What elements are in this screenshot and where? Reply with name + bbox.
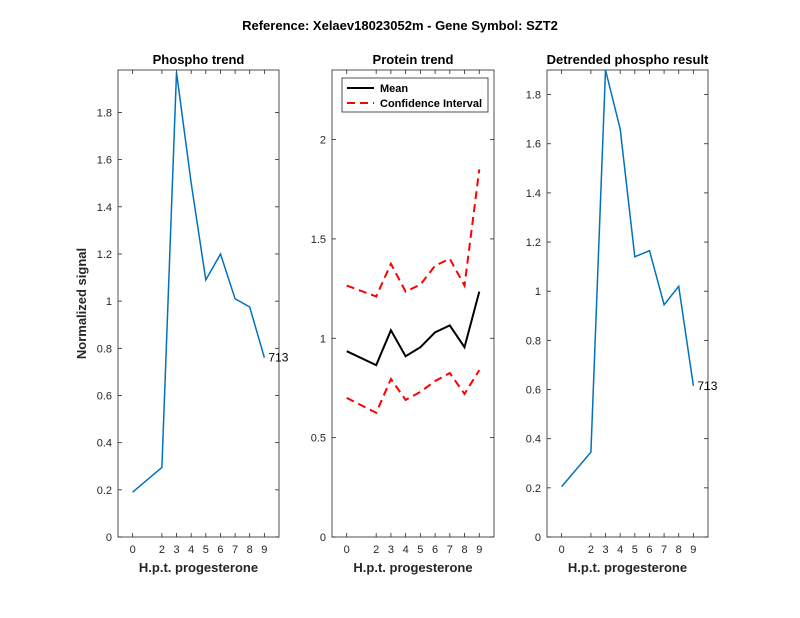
- y-tick-label: 1.8: [97, 107, 112, 119]
- y-tick-label: 1.4: [97, 202, 112, 214]
- figure-title: Reference: Xelaev18023052m - Gene Symbol…: [242, 18, 558, 33]
- y-tick-label: 0.8: [526, 335, 541, 347]
- x-tick-label: 2: [159, 544, 165, 556]
- x-tick-label: 6: [217, 544, 223, 556]
- y-tick-label: 0.6: [97, 390, 112, 402]
- x-tick-label: 0: [559, 544, 565, 556]
- chart-title: Detrended phospho result: [547, 52, 709, 67]
- axes-box: [117, 69, 280, 538]
- y-tick-label: 0.5: [311, 433, 326, 445]
- y-tick-label: 1.2: [97, 249, 112, 261]
- y-tick-label: 1: [320, 333, 326, 345]
- y-tick-label: 0.4: [97, 438, 112, 450]
- y-tick-label: 0: [320, 532, 326, 544]
- x-tick-label: 5: [417, 544, 423, 556]
- x-tick-label: 0: [130, 544, 136, 556]
- chart-title: Protein trend: [373, 52, 454, 67]
- x-tick-label: 7: [232, 544, 238, 556]
- x-tick-label: 2: [373, 544, 379, 556]
- x-tick-label: 5: [632, 544, 638, 556]
- x-tick-label: 8: [247, 544, 253, 556]
- x-tick-label: 8: [461, 544, 467, 556]
- axes-box: [546, 69, 709, 538]
- x-tick-label: 3: [388, 544, 394, 556]
- x-tick-label: 7: [447, 544, 453, 556]
- y-tick-label: 2: [320, 135, 326, 147]
- x-tick-label: 4: [403, 544, 409, 556]
- y-tick-label: 1: [535, 286, 541, 298]
- y-axis-label: Normalized signal: [74, 248, 89, 359]
- x-tick-label: 2: [588, 544, 594, 556]
- y-tick-label: 1.6: [97, 155, 112, 167]
- x-tick-label: 9: [476, 544, 482, 556]
- x-tick-label: 0: [344, 544, 350, 556]
- x-axis-label: H.p.t. progesterone: [139, 560, 258, 575]
- y-tick-label: 1.6: [526, 139, 541, 151]
- x-tick-label: 9: [261, 544, 267, 556]
- x-tick-label: 8: [676, 544, 682, 556]
- y-tick-label: 0: [106, 532, 112, 544]
- x-tick-label: 7: [661, 544, 667, 556]
- x-tick-label: 4: [188, 544, 194, 556]
- y-tick-label: 0.2: [97, 485, 112, 497]
- chart-3: 0 0.2 0.4 0.6 0.8 1 1.2 1.4 1.6 1.8 0 2 3 4 5 6 7 8 9 Detre…: [526, 52, 718, 575]
- series-line-3: [346, 369, 481, 415]
- x-axis-label: H.p.t. progesterone: [353, 560, 472, 575]
- x-tick-label: 9: [690, 544, 696, 556]
- y-tick-label: 1.4: [526, 188, 541, 200]
- x-tick-label: 6: [646, 544, 652, 556]
- x-tick-label: 3: [602, 544, 608, 556]
- series-line-1: [346, 291, 481, 367]
- legend: Mean Confidence Interval: [341, 77, 489, 113]
- x-tick-label: 4: [617, 544, 623, 556]
- legend-entry: Confidence Interval: [380, 98, 482, 110]
- data-annotation: 713: [697, 379, 717, 393]
- y-tick-label: 1.5: [311, 234, 326, 246]
- y-tick-label: 0.4: [526, 434, 541, 446]
- chart-title: Phospho trend: [153, 52, 245, 67]
- y-tick-label: 1.8: [526, 90, 541, 102]
- y-tick-label: 0.2: [526, 483, 541, 495]
- series-line-1: [561, 69, 695, 488]
- series-line-2: [346, 169, 481, 298]
- chart-1: 0 0.2 0.4 0.6 0.8 1 1.2 1.4 1.6 1.8 0 2 3 4 5 6 7 8 9 Phosp…: [74, 52, 289, 575]
- x-tick-label: 3: [173, 544, 179, 556]
- y-tick-label: 1.2: [526, 237, 541, 249]
- y-tick-label: 0.8: [97, 343, 112, 355]
- y-tick-label: 1: [106, 296, 112, 308]
- x-tick-label: 6: [432, 544, 438, 556]
- axes-box: [331, 69, 495, 538]
- x-tick-label: 5: [203, 544, 209, 556]
- x-axis-label: H.p.t. progesterone: [568, 560, 687, 575]
- legend-entry: Mean: [380, 83, 408, 95]
- y-tick-label: 0: [535, 532, 541, 544]
- series-line-1: [132, 72, 266, 493]
- data-annotation: 713: [268, 351, 288, 365]
- y-tick-label: 0.6: [526, 385, 541, 397]
- legend-box: [341, 77, 489, 113]
